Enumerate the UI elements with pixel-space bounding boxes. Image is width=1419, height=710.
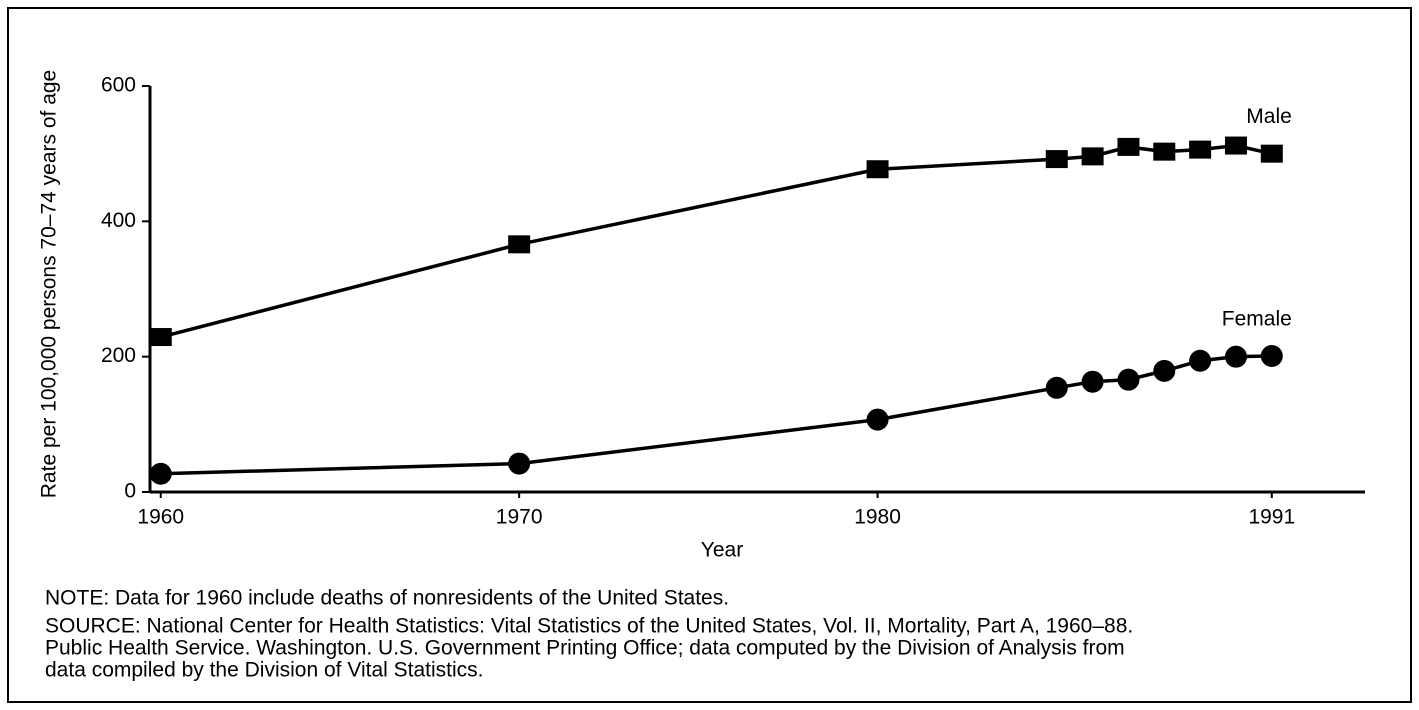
x-tick-label: 1991 [1248, 506, 1295, 529]
y-tick-label: 600 [101, 74, 136, 97]
y-tick-label: 400 [101, 209, 136, 232]
source-line: SOURCE: National Center for Health Stati… [45, 615, 1133, 638]
y-tick-label: 200 [101, 344, 136, 367]
marker [866, 160, 889, 179]
frame [7, 7, 1412, 703]
marker [1224, 136, 1247, 155]
series-label: Female [1222, 308, 1292, 331]
marker [1224, 345, 1247, 368]
marker [1045, 150, 1068, 169]
marker [1260, 144, 1283, 163]
y-axis-label: Rate per 100,000 persons 70–74 years of … [38, 70, 61, 498]
marker [1081, 370, 1104, 393]
marker [508, 452, 531, 475]
series-line [160, 354, 1272, 476]
marker [149, 462, 172, 485]
marker [1189, 140, 1212, 159]
series-line [160, 143, 1273, 339]
x-axis-label: Year [701, 539, 743, 562]
source-line: Public Health Service. Washington. U.S. … [45, 637, 1125, 660]
marker [1045, 376, 1068, 399]
x-tick-label: 1980 [854, 506, 901, 529]
marker [149, 328, 172, 347]
x-tick-label: 1960 [137, 506, 184, 529]
marker [1117, 137, 1140, 156]
y-tick-label: 0 [124, 480, 136, 503]
note: NOTE: Data for 1960 include deaths of no… [45, 587, 729, 610]
series-label: Male [1246, 105, 1292, 128]
source-line: data compiled by the Division of Vital S… [45, 659, 484, 682]
x-tick-label: 1970 [496, 506, 543, 529]
marker [1081, 147, 1104, 166]
marker [1153, 142, 1176, 161]
marker [1117, 368, 1140, 391]
marker [1260, 344, 1283, 367]
marker [1189, 349, 1212, 372]
marker [508, 235, 531, 254]
marker [866, 408, 889, 431]
marker [1153, 359, 1176, 382]
